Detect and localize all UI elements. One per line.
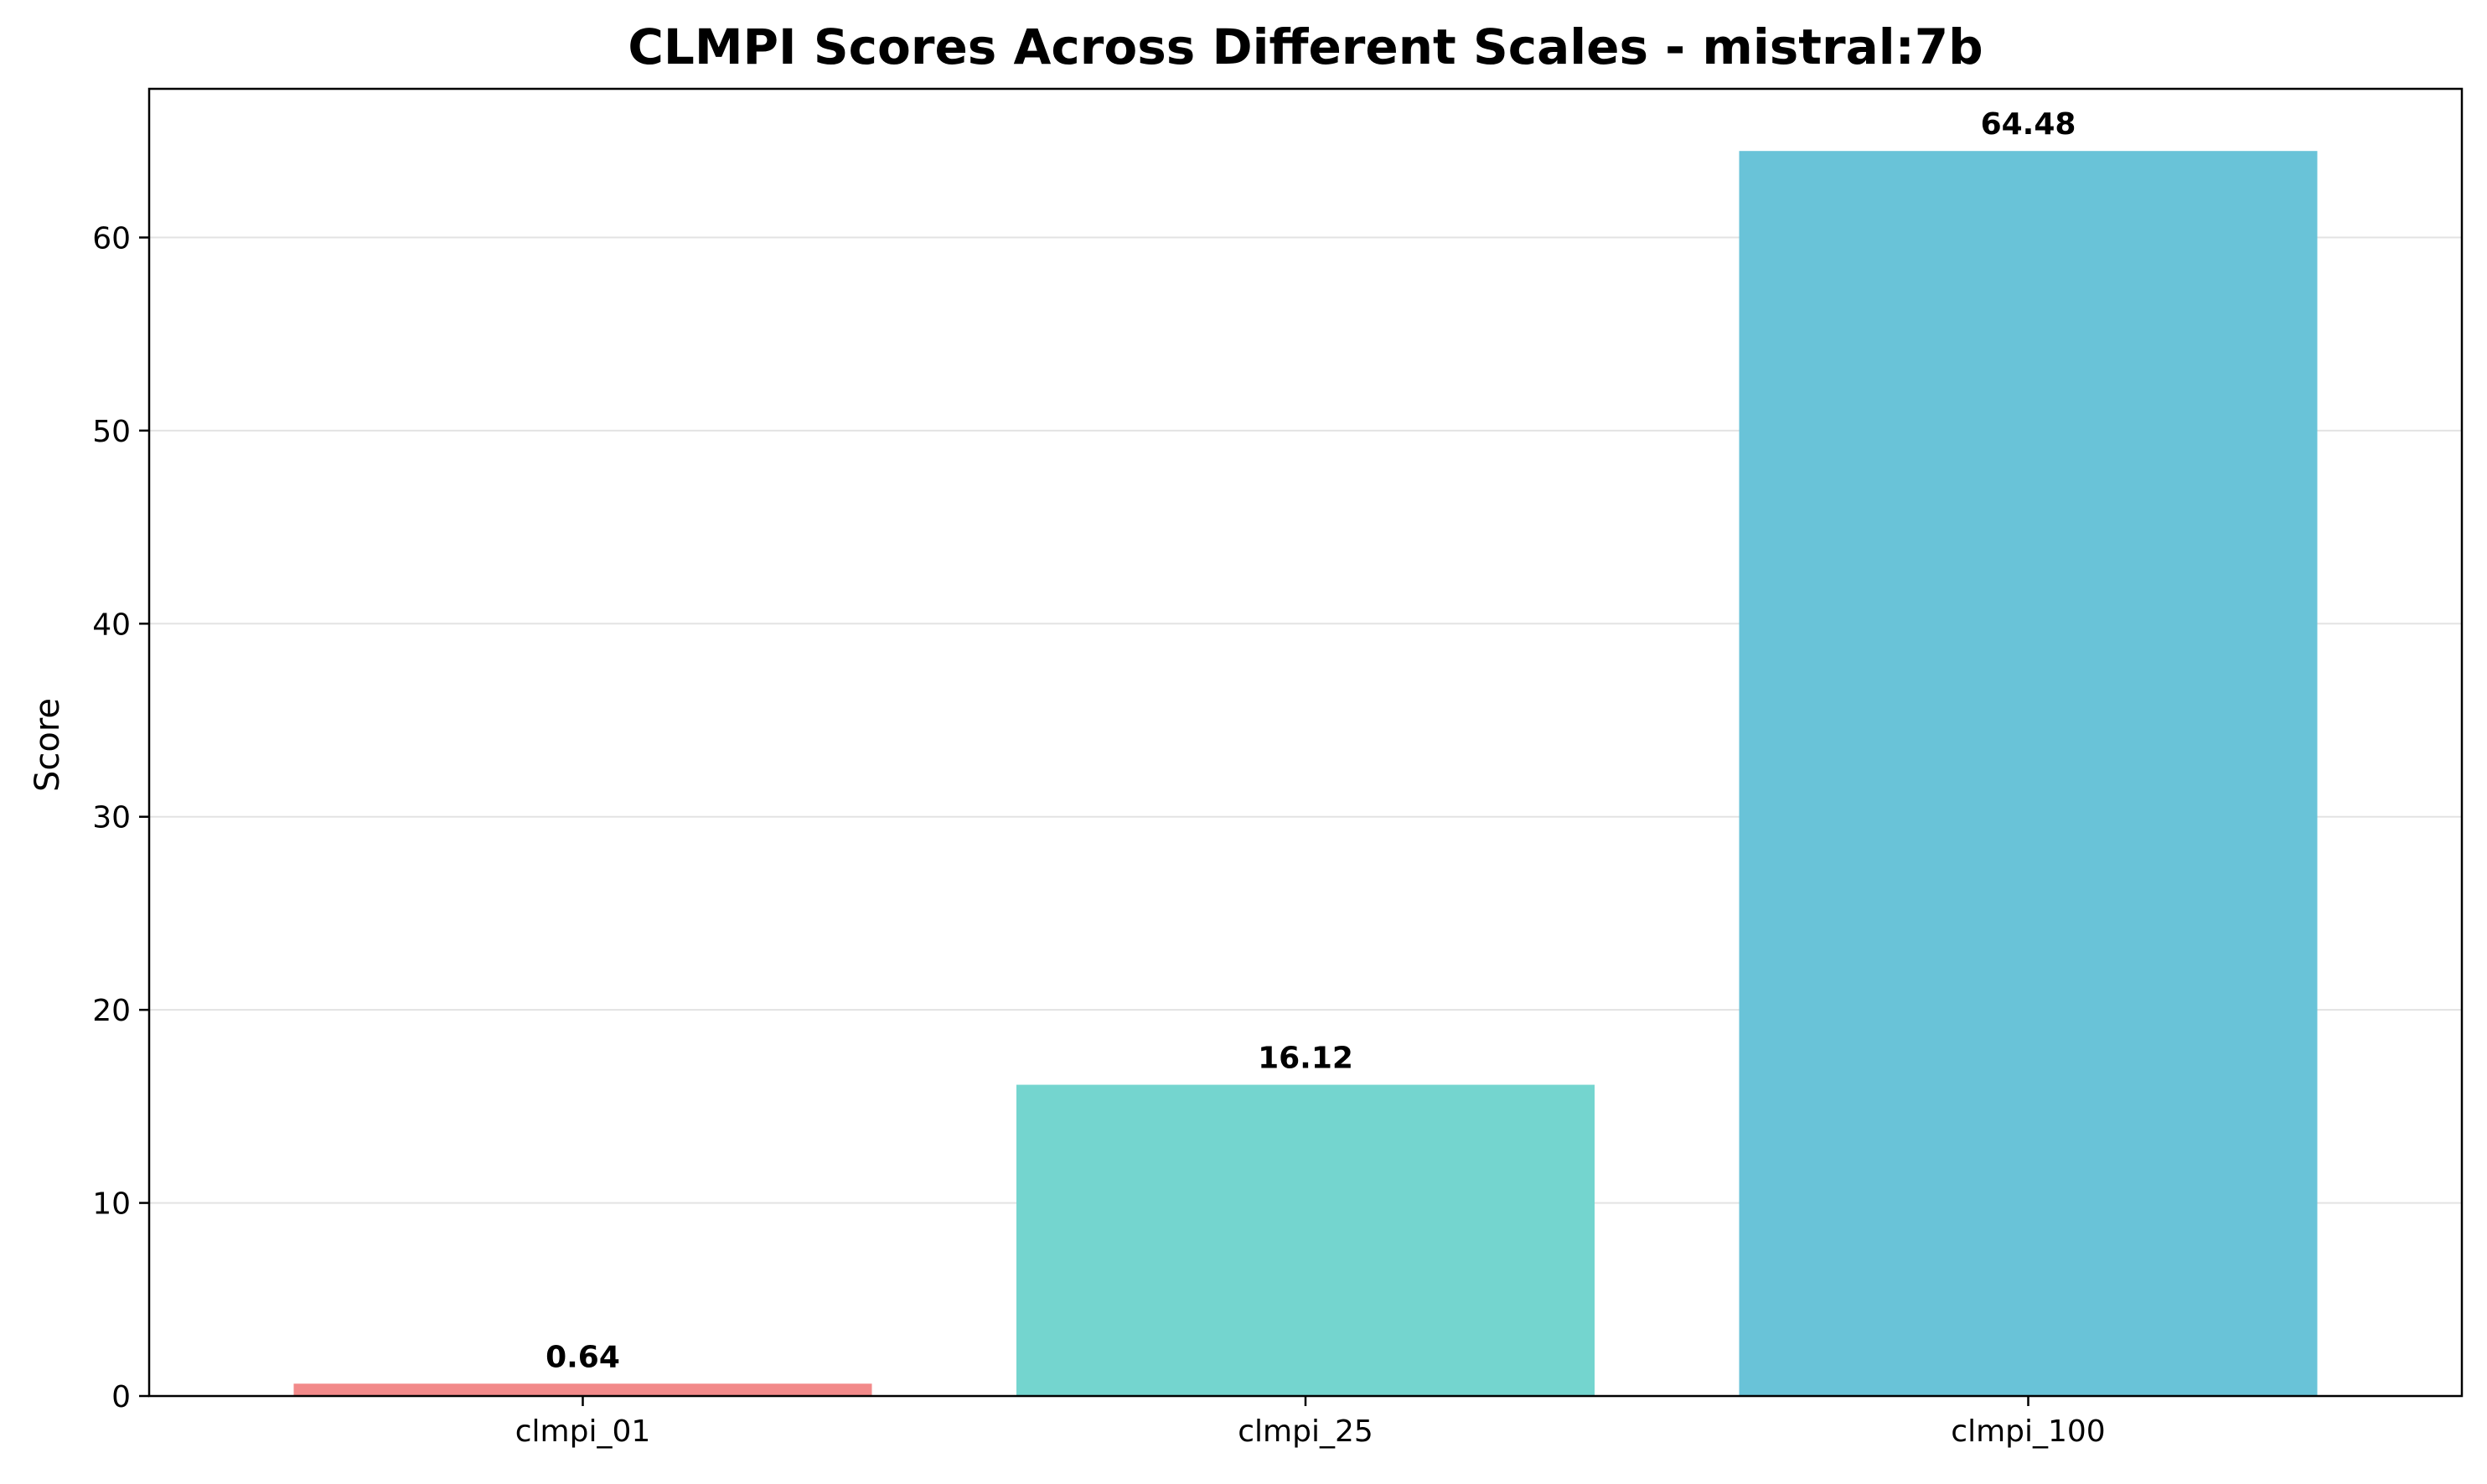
bar-clmpi_100 [1739, 151, 2318, 1396]
y-tick-label: 0 [111, 1380, 131, 1414]
data-labels: 0.64 16.12 64.48 [545, 107, 2076, 1374]
chart-title: CLMPI Scores Across Different Scales - m… [628, 18, 1983, 75]
plot-frame [147, 87, 2464, 1398]
bar-clmpi_25 [1016, 1084, 1595, 1396]
y-tick-label: 30 [92, 801, 131, 835]
y-tick-label: 20 [92, 994, 131, 1028]
y-tick-label: 60 [92, 221, 131, 256]
y-tick-label: 50 [92, 415, 131, 449]
x-axis-ticks: clmpi_01 clmpi_25 clmpi_100 [515, 1396, 2106, 1449]
x-tick-label-clmpi_01: clmpi_01 [515, 1414, 651, 1449]
data-label-clmpi_01: 0.64 [545, 1340, 620, 1374]
data-label-clmpi_25: 16.12 [1258, 1042, 1353, 1076]
y-tick-label: 40 [92, 608, 131, 642]
y-axis-ticks: 0 10 20 30 40 50 60 [92, 221, 149, 1414]
y-axis-label: Score [28, 698, 67, 792]
x-tick-label-clmpi_25: clmpi_25 [1238, 1414, 1373, 1449]
x-tick-label-clmpi_100: clmpi_100 [1951, 1414, 2105, 1449]
bars [293, 151, 2318, 1396]
data-label-clmpi_100: 64.48 [1981, 107, 2076, 142]
y-tick-label: 10 [92, 1187, 131, 1222]
bar-clmpi_01 [293, 1383, 872, 1396]
